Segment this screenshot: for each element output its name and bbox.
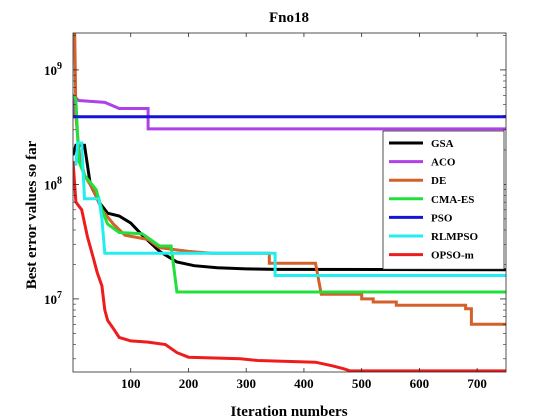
x-tick-label: 100 — [121, 376, 141, 391]
legend-label-opso-m: OPSO-m — [431, 250, 474, 262]
x-tick-label: 400 — [294, 376, 314, 391]
series-line-opso-m — [73, 160, 506, 372]
y-axis-label: Best error values so far — [24, 140, 40, 289]
series-line-cma-es — [73, 94, 506, 294]
x-tick-label: 200 — [179, 376, 199, 391]
y-tick-label: 108 — [44, 175, 62, 192]
y-tick-label: 107 — [44, 290, 62, 307]
series-line-gsa — [73, 143, 506, 272]
axes — [72, 32, 507, 373]
x-tick-label: 700 — [467, 376, 487, 391]
legend-label-cma-es: CMA-ES — [431, 194, 474, 206]
x-tick-label: 600 — [410, 376, 430, 391]
x-axis-label: Iteration numbers — [230, 404, 347, 420]
legend-label-aco: ACO — [431, 157, 456, 169]
series-line-rlmpso — [73, 141, 506, 277]
x-tick-label: 300 — [236, 376, 256, 391]
y-tick-label: 109 — [44, 61, 62, 78]
tick-labels: 100 200 300 400 500 600 700 107 108 109 — [44, 61, 487, 391]
legend-label-pso: PSO — [431, 212, 453, 224]
series-line-aco — [73, 93, 506, 131]
legend-label-de: DE — [431, 175, 446, 187]
legend: GSA ACO DE CMA-ES PSO RLMPSO OPSO-m — [382, 130, 505, 270]
x-tick-label: 500 — [352, 376, 372, 391]
series-lines — [73, 33, 506, 372]
legend-label-rlmpso: RLMPSO — [431, 231, 479, 243]
chart-title: Fno18 — [269, 10, 309, 26]
legend-label-gsa: GSA — [431, 138, 454, 150]
plot-frame — [72, 32, 507, 373]
